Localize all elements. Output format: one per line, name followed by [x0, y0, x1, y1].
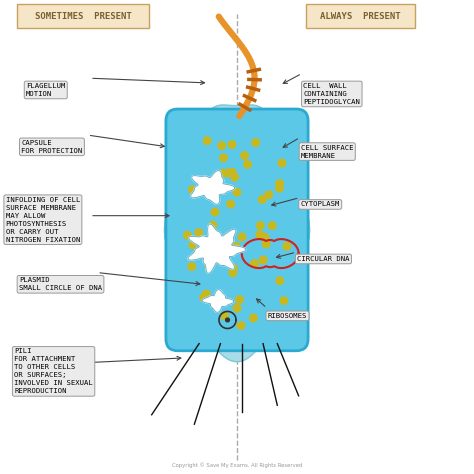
- Circle shape: [241, 152, 248, 159]
- Polygon shape: [164, 105, 310, 362]
- Circle shape: [256, 222, 264, 229]
- Circle shape: [183, 231, 191, 239]
- Circle shape: [211, 209, 219, 216]
- Polygon shape: [188, 224, 246, 273]
- Circle shape: [232, 242, 240, 250]
- Circle shape: [283, 242, 291, 250]
- Circle shape: [218, 142, 226, 149]
- Circle shape: [230, 264, 237, 272]
- Circle shape: [221, 312, 228, 319]
- Circle shape: [238, 233, 246, 241]
- Circle shape: [210, 192, 218, 200]
- Circle shape: [263, 240, 270, 248]
- Polygon shape: [191, 171, 235, 204]
- Circle shape: [268, 222, 276, 229]
- Text: ALWAYS  PRESENT: ALWAYS PRESENT: [320, 12, 401, 20]
- Text: SOMETIMES  PRESENT: SOMETIMES PRESENT: [35, 12, 131, 20]
- Circle shape: [265, 191, 273, 199]
- Circle shape: [231, 173, 238, 181]
- Circle shape: [200, 294, 208, 301]
- Circle shape: [280, 297, 288, 304]
- Circle shape: [233, 304, 241, 312]
- Circle shape: [188, 263, 196, 270]
- Circle shape: [209, 221, 217, 229]
- Circle shape: [228, 168, 236, 176]
- Circle shape: [276, 277, 283, 284]
- Circle shape: [237, 322, 245, 329]
- Circle shape: [278, 159, 286, 167]
- Circle shape: [202, 290, 210, 298]
- Circle shape: [214, 173, 221, 180]
- Circle shape: [189, 186, 196, 193]
- Circle shape: [226, 318, 229, 322]
- Circle shape: [189, 241, 197, 248]
- Text: CYTOPLASM: CYTOPLASM: [301, 201, 340, 208]
- Circle shape: [220, 236, 228, 244]
- Circle shape: [236, 296, 243, 303]
- Circle shape: [276, 180, 283, 187]
- FancyBboxPatch shape: [17, 4, 149, 28]
- Circle shape: [224, 169, 232, 177]
- Text: FLAGELLUM
MOTION: FLAGELLUM MOTION: [26, 83, 65, 97]
- Text: Copyright © Save My Exams. All Rights Reserved: Copyright © Save My Exams. All Rights Re…: [172, 463, 302, 468]
- Circle shape: [252, 139, 259, 146]
- Circle shape: [258, 196, 266, 203]
- Circle shape: [256, 231, 264, 238]
- Text: INFOLDING OF CELL
SURFACE MEMBRANE
MAY ALLOW
PHOTOSYNTHESIS
OR CARRY OUT
NITROGE: INFOLDING OF CELL SURFACE MEMBRANE MAY A…: [6, 197, 80, 243]
- Polygon shape: [202, 290, 234, 312]
- Text: CAPSULE
FOR PROTECTION: CAPSULE FOR PROTECTION: [21, 140, 82, 154]
- Circle shape: [195, 229, 202, 237]
- Circle shape: [251, 260, 258, 267]
- Text: CELL  WALL
CONTAINING
PEPTIDOGLYCAN: CELL WALL CONTAINING PEPTIDOGLYCAN: [303, 83, 360, 105]
- Circle shape: [205, 263, 213, 270]
- Text: PLASMID
SMALL CIRCLE OF DNA: PLASMID SMALL CIRCLE OF DNA: [19, 277, 102, 292]
- Circle shape: [233, 189, 241, 196]
- FancyBboxPatch shape: [166, 109, 308, 351]
- Circle shape: [219, 154, 227, 162]
- Circle shape: [227, 201, 234, 208]
- Circle shape: [259, 256, 267, 264]
- Circle shape: [229, 269, 237, 276]
- Circle shape: [219, 169, 227, 177]
- Text: CIRCULAR DNA: CIRCULAR DNA: [297, 256, 350, 262]
- Circle shape: [261, 234, 269, 241]
- Text: RIBOSOMES: RIBOSOMES: [268, 313, 307, 319]
- Circle shape: [250, 314, 257, 322]
- Text: CELL SURFACE
MEMBRANE: CELL SURFACE MEMBRANE: [301, 145, 354, 159]
- Text: PILI
FOR ATTACHMENT
TO OTHER CELLS
OR SURFACES;
INVOLVED IN SEXUAL
REPRODUCTION: PILI FOR ATTACHMENT TO OTHER CELLS OR SU…: [14, 348, 93, 394]
- Circle shape: [275, 184, 283, 192]
- Circle shape: [244, 161, 251, 168]
- Circle shape: [203, 137, 211, 145]
- FancyBboxPatch shape: [306, 4, 415, 28]
- Circle shape: [228, 141, 236, 148]
